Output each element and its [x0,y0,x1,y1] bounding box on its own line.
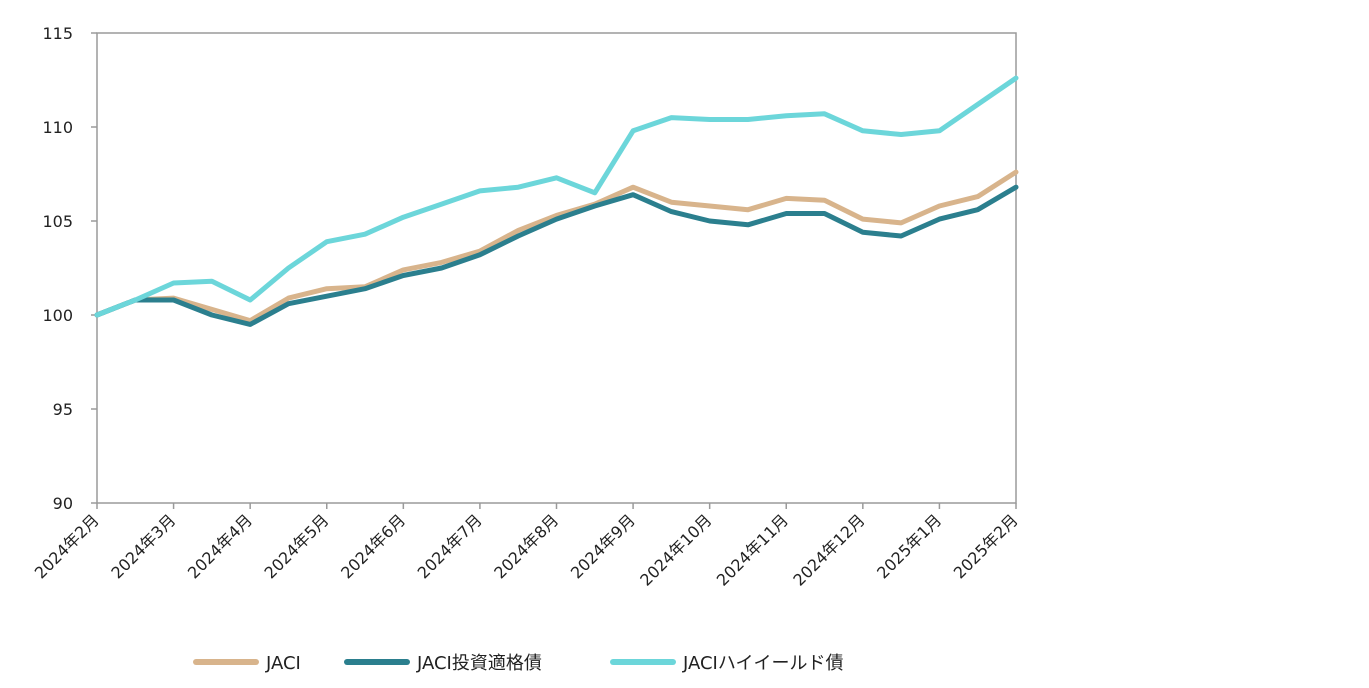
x-tick-label: 2024年5月 [261,510,333,582]
x-tick-label: 2024年11月 [713,510,792,589]
x-tick-label: 2024年8月 [490,510,562,582]
x-tick-label: 2024年2月 [31,510,103,582]
series-line-1 [94,169,1019,324]
y-axis: 90 95 100 105 110 115 [42,24,97,513]
y-tick-label: 105 [42,212,73,231]
x-tick-label: 2024年6月 [337,510,409,582]
x-tick-label: 2025年2月 [950,510,1022,582]
series-line-2 [94,184,1019,327]
x-tick-label: 2024年7月 [414,510,486,582]
legend-label-2: JACI投資適格債 [416,653,542,674]
x-tick-label: 2025年1月 [873,510,945,582]
y-tick-label: 90 [53,494,73,513]
legend: JACI JACI投資適格債 JACIハイイールド債 [193,653,844,674]
x-tick-label: 2024年3月 [107,510,179,582]
x-tick-label: 2024年4月 [184,510,256,582]
x-tick-label: 2024年9月 [567,510,639,582]
legend-label-1: JACI [265,653,301,674]
series-lines [94,75,1019,327]
legend-label-3: JACIハイイールド債 [682,653,844,674]
plot-area [96,32,1017,504]
y-tick-label: 110 [42,118,73,137]
x-tick-label: 2024年10月 [636,510,715,589]
x-tick-label: 2024年12月 [789,510,868,589]
series-line-3 [94,75,1019,318]
x-axis: 2024年2月 2024年3月 2024年4月 2024年5月 2024年6月 2024年… [31,503,1022,590]
y-tick-label: 100 [42,306,73,325]
y-tick-label: 115 [42,24,73,43]
y-tick-label: 95 [53,400,73,419]
